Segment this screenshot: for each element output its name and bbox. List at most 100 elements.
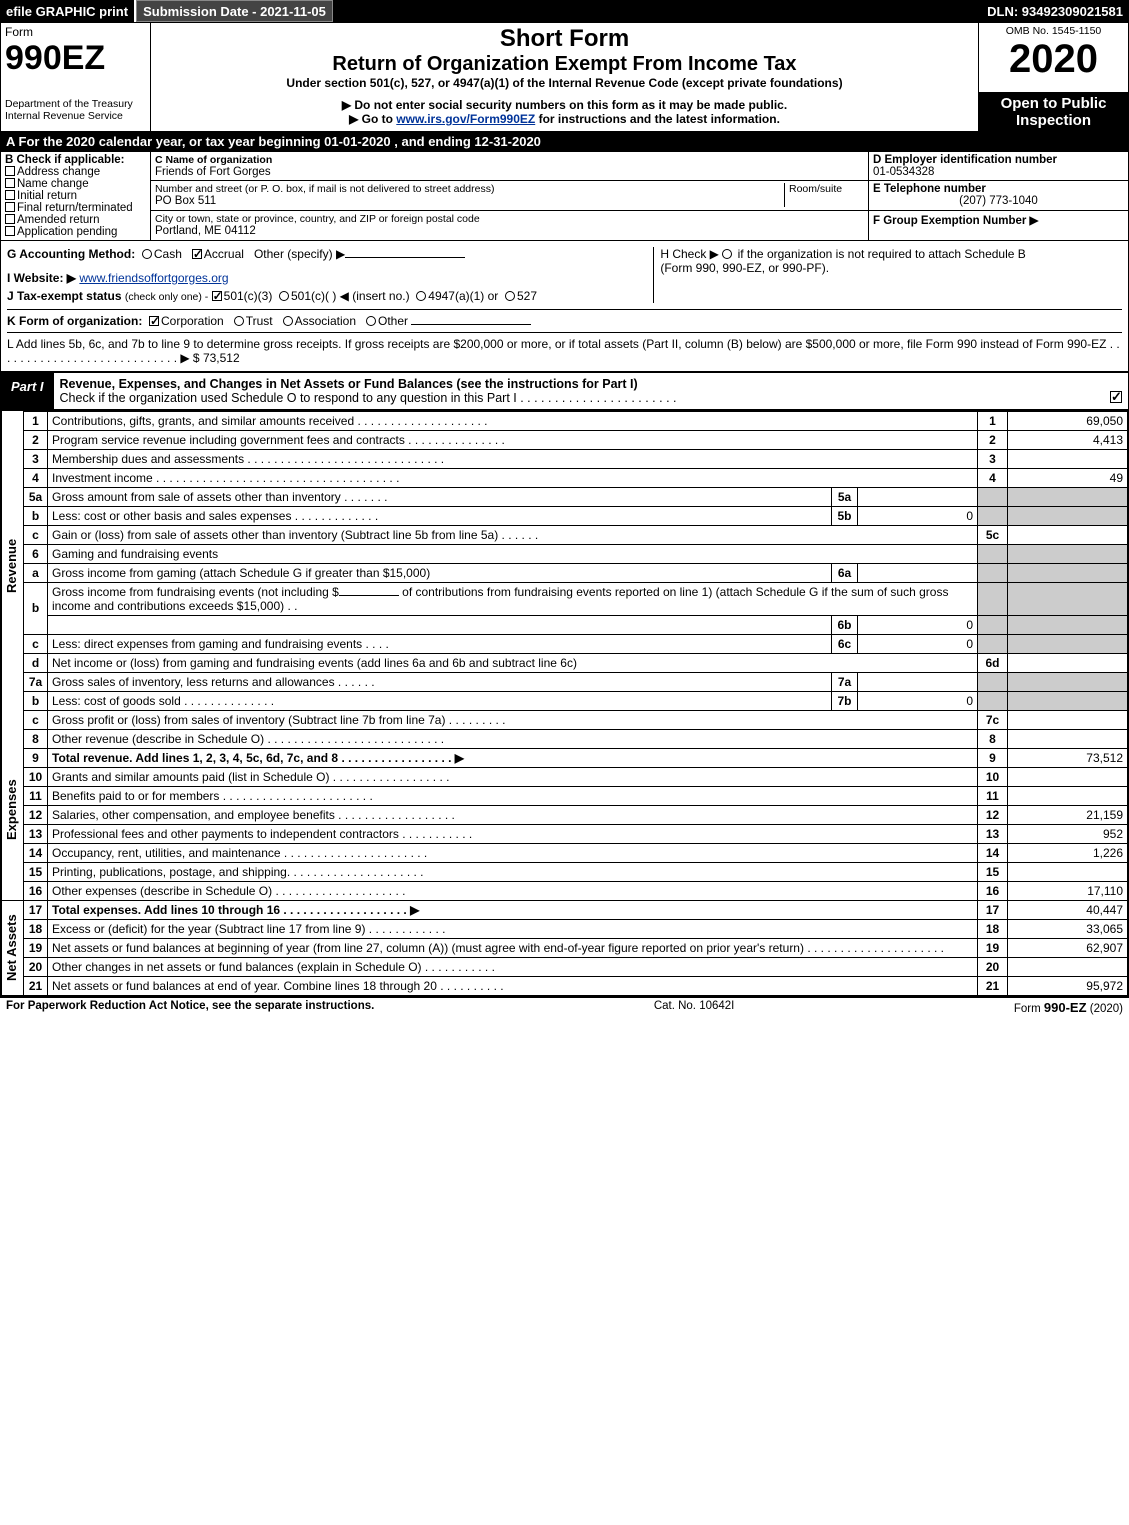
box-c-label: C Name of organization — [155, 154, 864, 166]
line-4: 4 Investment income . . . . . . . . . . … — [24, 468, 1128, 487]
part-i-checkbox[interactable] — [1110, 391, 1122, 403]
efile-print[interactable]: efile GRAPHIC print — [0, 0, 136, 22]
radio-trust[interactable] — [234, 316, 244, 326]
line-19: 19 Net assets or fund balances at beginn… — [24, 938, 1128, 957]
ein: 01-0534328 — [873, 166, 1124, 178]
telephone: (207) 773-1040 — [873, 195, 1124, 207]
goto-link[interactable]: www.irs.gov/Form990EZ — [396, 112, 535, 126]
line-10: 10 Grants and similar amounts paid (list… — [24, 767, 1128, 786]
open-public-inspection: Open to Public Inspection — [979, 92, 1129, 131]
check-initial-return[interactable]: Initial return — [5, 190, 146, 202]
under-section: Under section 501(c), 527, or 4947(a)(1)… — [155, 76, 974, 90]
line-17: 17 Total expenses. Add lines 10 through … — [24, 900, 1128, 919]
header-table: Form 990EZ Department of the Treasury In… — [0, 22, 1129, 132]
period-banner: A For the 2020 calendar year, or tax yea… — [0, 132, 1129, 151]
line-18: 18 Excess or (deficit) for the year (Sub… — [24, 919, 1128, 938]
label-revenue: Revenue — [1, 411, 23, 720]
part-i-header: Part I Revenue, Expenses, and Changes in… — [0, 372, 1129, 410]
check-501c3[interactable] — [212, 291, 222, 301]
part-i-tab: Part I — [1, 373, 54, 409]
part-i-title: Revenue, Expenses, and Changes in Net As… — [60, 377, 638, 391]
footer-right: Form 990-EZ (2020) — [1014, 1000, 1123, 1015]
form-word: Form — [5, 25, 146, 39]
check-name-change[interactable]: Name change — [5, 178, 146, 190]
radio-cash[interactable] — [142, 249, 152, 259]
room-suite-label: Room/suite — [789, 183, 864, 195]
check-final-return[interactable]: Final return/terminated — [5, 202, 146, 214]
line-7a: 7a Gross sales of inventory, less return… — [24, 672, 1128, 691]
line-j: J Tax-exempt status (check only one) - 5… — [7, 289, 653, 303]
line-6d: d Net income or (loss) from gaming and f… — [24, 653, 1128, 672]
line-1: 1 Contributions, gifts, grants, and simi… — [24, 411, 1128, 430]
radio-no-schedule-b[interactable] — [722, 249, 732, 259]
addr-label: Number and street (or P. O. box, if mail… — [155, 183, 784, 195]
line-12: 12 Salaries, other compensation, and emp… — [24, 805, 1128, 824]
line-5b: b Less: cost or other basis and sales ex… — [24, 506, 1128, 525]
lines-table: 1 Contributions, gifts, grants, and simi… — [23, 411, 1128, 996]
short-form-title: Short Form — [155, 25, 974, 53]
label-net-assets: Net Assets — [1, 901, 23, 996]
page-footer: For Paperwork Reduction Act Notice, see … — [0, 997, 1129, 1017]
line-h: H Check ▶ if the organization is not req… — [660, 247, 1122, 275]
line-6b-amt: 6b 0 — [24, 615, 1128, 634]
check-application-pending[interactable]: Application pending — [5, 226, 146, 238]
line-2: 2 Program service revenue including gove… — [24, 430, 1128, 449]
submission-date: Submission Date - 2021-11-05 — [136, 0, 333, 22]
radio-527[interactable] — [505, 291, 515, 301]
line-3: 3 Membership dues and assessments . . . … — [24, 449, 1128, 468]
tax-year: 2020 — [983, 37, 1124, 82]
website-link[interactable]: www.friendsoffortgorges.org — [79, 271, 228, 285]
box-d-label: D Employer identification number — [873, 154, 1124, 166]
check-amended-return[interactable]: Amended return — [5, 214, 146, 226]
line-i: I Website: ▶ www.friendsoffortgorges.org — [7, 271, 653, 285]
check-corporation[interactable] — [149, 316, 159, 326]
box-b-title: B Check if applicable: — [5, 154, 146, 166]
line-7b: b Less: cost of goods sold . . . . . . .… — [24, 691, 1128, 710]
line-20: 20 Other changes in net assets or fund b… — [24, 957, 1128, 976]
check-address-change[interactable]: Address change — [5, 166, 146, 178]
radio-4947[interactable] — [416, 291, 426, 301]
info-table: B Check if applicable: Address change Na… — [0, 151, 1129, 241]
city-label: City or town, state or province, country… — [155, 213, 864, 225]
line-16: 16 Other expenses (describe in Schedule … — [24, 881, 1128, 900]
line-7c: c Gross profit or (loss) from sales of i… — [24, 710, 1128, 729]
dept-treasury: Department of the Treasury — [5, 98, 146, 110]
radio-association[interactable] — [283, 316, 293, 326]
part-i-check-text: Check if the organization used Schedule … — [60, 391, 677, 405]
org-city: Portland, ME 04112 — [155, 225, 864, 237]
goto-line: ▶ Go to www.irs.gov/Form990EZ for instru… — [155, 112, 974, 126]
ghijkl-block: G Accounting Method: Cash Accrual Other … — [0, 241, 1129, 372]
line-6a: a Gross income from gaming (attach Sched… — [24, 563, 1128, 582]
dln: DLN: 93492309021581 — [987, 4, 1129, 19]
line-5a: 5a Gross amount from sale of assets othe… — [24, 487, 1128, 506]
line-l: L Add lines 5b, 6c, and 7b to line 9 to … — [7, 332, 1122, 365]
box-f-label: F Group Exemption Number ▶ — [873, 213, 1124, 227]
box-e-label: E Telephone number — [873, 183, 1124, 195]
line-5c: c Gain or (loss) from sale of assets oth… — [24, 525, 1128, 544]
line-21: 21 Net assets or fund balances at end of… — [24, 976, 1128, 995]
top-bar: efile GRAPHIC print Submission Date - 20… — [0, 0, 1129, 22]
line-g: G Accounting Method: Cash Accrual Other … — [7, 247, 653, 261]
line-15: 15 Printing, publications, postage, and … — [24, 862, 1128, 881]
part-i-body: Revenue Expenses Net Assets 1 Contributi… — [0, 410, 1129, 997]
line-13: 13 Professional fees and other payments … — [24, 824, 1128, 843]
line-6b: b Gross income from fundraising events (… — [24, 582, 1128, 615]
line-6: 6 Gaming and fundraising events — [24, 544, 1128, 563]
check-accrual[interactable] — [192, 249, 202, 259]
return-title: Return of Organization Exempt From Incom… — [155, 53, 974, 76]
radio-other-org[interactable] — [366, 316, 376, 326]
line-9: 9 Total revenue. Add lines 1, 2, 3, 4, 5… — [24, 748, 1128, 767]
ssn-warning: ▶ Do not enter social security numbers o… — [155, 98, 974, 112]
org-address: PO Box 511 — [155, 195, 784, 207]
irs: Internal Revenue Service — [5, 110, 146, 122]
line-6c: c Less: direct expenses from gaming and … — [24, 634, 1128, 653]
line-k: K Form of organization: Corporation Trus… — [7, 309, 1122, 328]
footer-left: For Paperwork Reduction Act Notice, see … — [6, 1000, 374, 1015]
org-name: Friends of Fort Gorges — [155, 166, 864, 178]
line-14: 14 Occupancy, rent, utilities, and maint… — [24, 843, 1128, 862]
line-11: 11 Benefits paid to or for members . . .… — [24, 786, 1128, 805]
radio-501c[interactable] — [279, 291, 289, 301]
footer-cat-no: Cat. No. 10642I — [654, 1000, 735, 1015]
form-number: 990EZ — [5, 39, 146, 78]
omb-no: OMB No. 1545-1150 — [983, 25, 1124, 37]
